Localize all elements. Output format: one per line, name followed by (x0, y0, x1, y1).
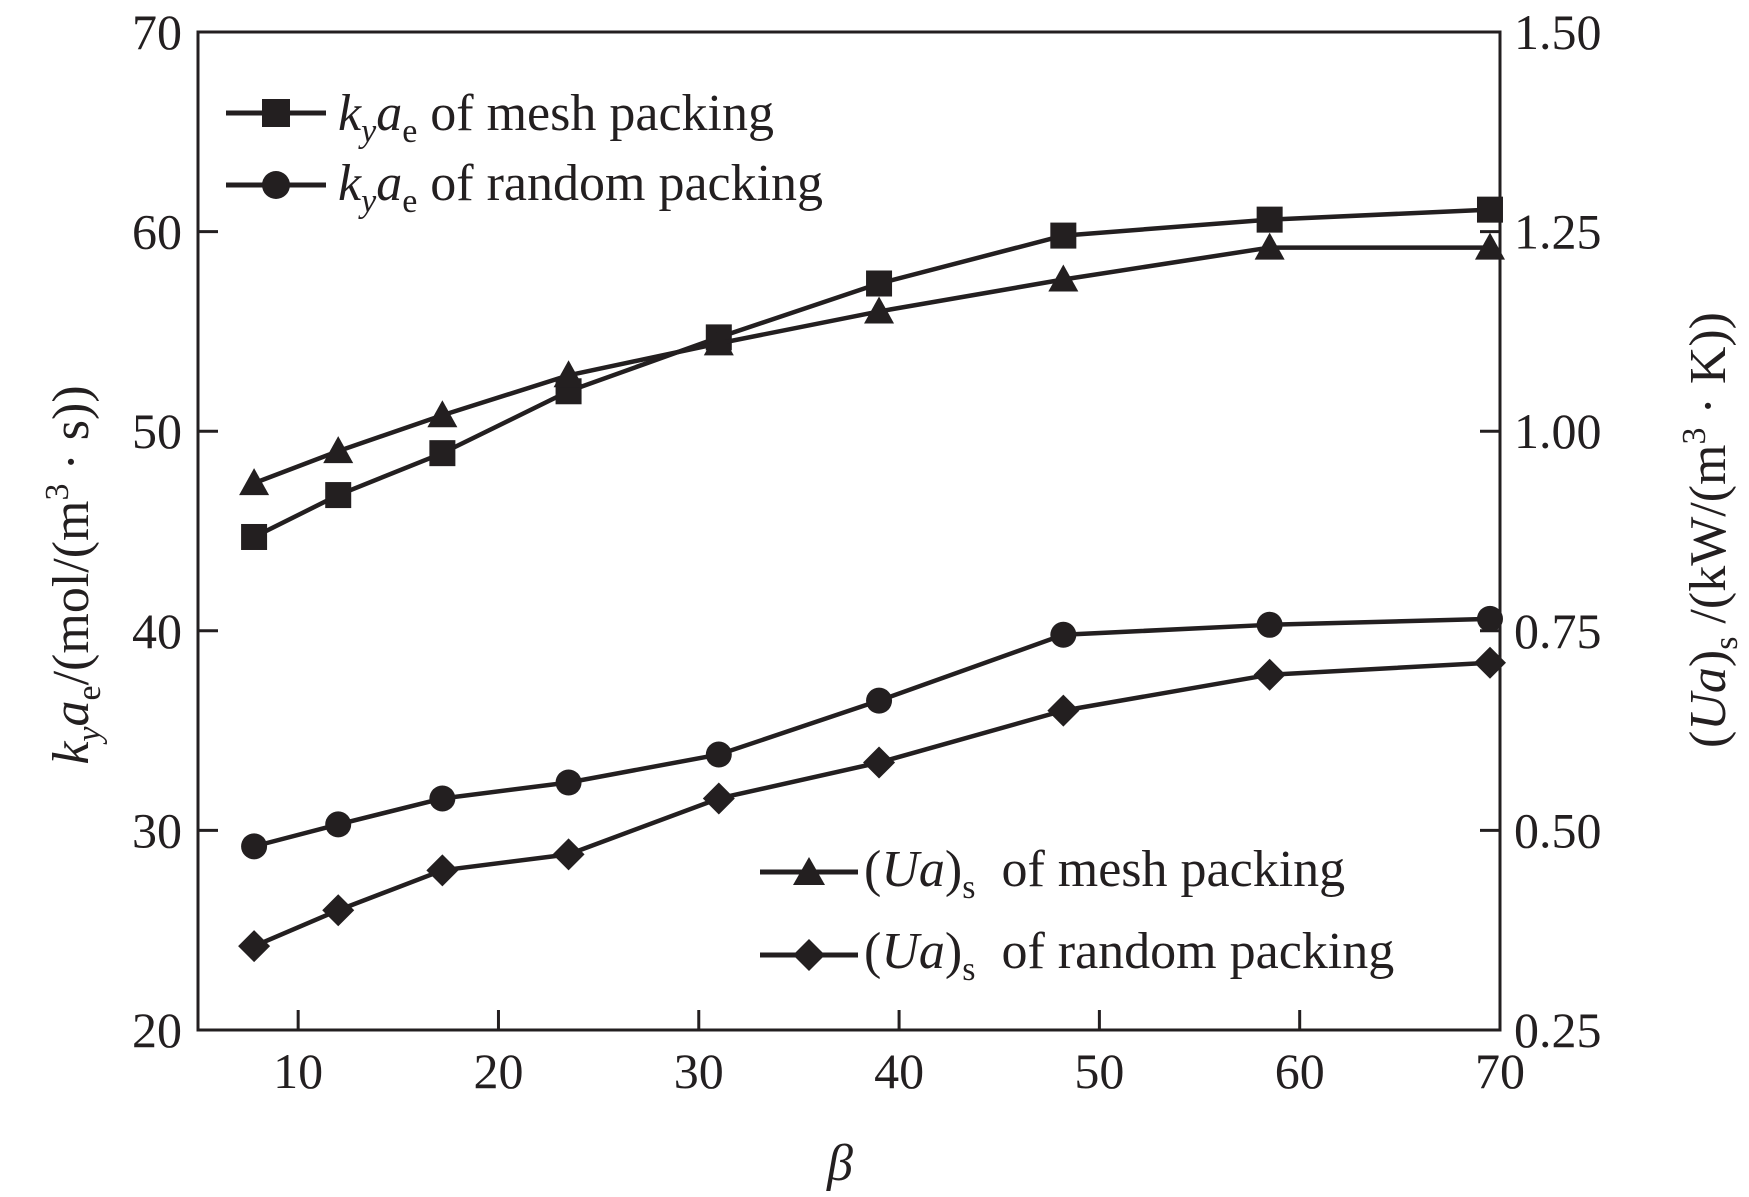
y-left-tick-label: 30 (132, 802, 182, 858)
data-point-diamond (1047, 694, 1080, 727)
legend-square-marker (262, 99, 290, 127)
legend-diamond-marker (793, 939, 825, 971)
y-axis-right-title: (Ua)s /(kW/(m3 · K)) (1676, 312, 1745, 748)
data-point-diamond (322, 894, 355, 927)
x-axis-title: β (826, 1135, 853, 1192)
x-tick-label: 70 (1475, 1043, 1525, 1099)
data-point-triangle (703, 328, 734, 356)
y-right-title-close: ) (1680, 650, 1737, 667)
y-right-tick-label: 0.75 (1514, 603, 1602, 659)
data-point-diamond (702, 782, 735, 815)
x-tick-label: 10 (273, 1043, 323, 1099)
y-right-tick-label: 0.25 (1514, 1002, 1602, 1058)
data-point-diamond (552, 838, 585, 871)
legend-triangle-marker (793, 857, 825, 885)
y-left-tick-label: 40 (132, 603, 182, 659)
y-right-title-ua: Ua (1680, 667, 1737, 731)
y-left-title-sup: 3 (39, 484, 76, 501)
data-point-circle (325, 811, 352, 838)
y-right-tick-label: 0.50 (1514, 802, 1602, 858)
data-point-triangle (427, 400, 458, 428)
series-line-square (253, 207, 1491, 540)
y-left-tick-label: 50 (132, 403, 182, 459)
data-point-square (429, 440, 456, 467)
data-point-diamond (238, 930, 271, 963)
y-right-title-sup: 3 (1676, 428, 1713, 445)
data-point-square (325, 482, 352, 509)
y-right-title-open: ( (1680, 731, 1737, 748)
y-left-tick-label: 60 (132, 204, 182, 260)
y-axis-left-title: kyae/(mol/(m3 · s)) (39, 385, 108, 764)
plot-frame (196, 30, 1502, 1032)
y-left-title-rest: /(mol/(m (43, 501, 100, 686)
data-point-square (1050, 222, 1077, 249)
data-point-circle (429, 785, 456, 812)
data-point-triangle (1254, 232, 1285, 260)
legend-label-random-kya: kyae of random packing (338, 155, 823, 220)
y-axis-left: 20 30 40 50 60 70 (132, 4, 218, 1058)
y-left-title-e: e (71, 685, 108, 700)
data-point-circle (241, 833, 268, 860)
data-point-triangle (1048, 264, 1079, 292)
legend-label-mesh-kya: kyae of mesh packing (338, 85, 774, 150)
svg-text:(Ua)s /(kW/(m3 · K)): (Ua)s /(kW/(m3 · K)) (1676, 312, 1745, 748)
y-left-title-k: k (43, 741, 100, 765)
legend-bottom: (Ua)s of mesh packing (Ua)s of random pa… (760, 841, 1394, 988)
x-tick-label: 40 (874, 1043, 924, 1099)
data-point-circle (1476, 605, 1503, 632)
y-left-tick-label: 20 (132, 1002, 182, 1058)
data-point-circle (1256, 611, 1283, 638)
y-left-title-a: a (43, 700, 100, 726)
series-layer (238, 196, 1506, 963)
series-line-circle (253, 616, 1491, 849)
legend-top: kyae of mesh packing kyae of random pack… (226, 85, 823, 220)
y-right-tick-label: 1.00 (1514, 403, 1602, 459)
y-right-tick-label: 1.25 (1514, 204, 1602, 260)
legend-label-random-ua: (Ua)s of random packing (864, 923, 1394, 988)
x-tick-label: 50 (1074, 1043, 1124, 1099)
x-tick-label: 60 (1275, 1043, 1325, 1099)
svg-text:kyae/(mol/(m3 · s)): kyae/(mol/(m3 · s)) (39, 385, 108, 764)
legend-label-mesh-ua: (Ua)s of mesh packing (864, 841, 1345, 906)
legend-circle-marker (262, 171, 290, 199)
data-point-diamond (426, 854, 459, 887)
data-point-circle (555, 769, 582, 796)
data-point-triangle (239, 468, 270, 496)
data-point-triangle (323, 436, 354, 464)
data-point-triangle (864, 296, 895, 324)
y-left-title-end: · s)) (43, 385, 100, 483)
data-point-triangle (553, 360, 584, 388)
data-point-diamond (1253, 658, 1286, 691)
x-tick-label: 20 (473, 1043, 523, 1099)
data-point-circle (866, 687, 893, 714)
y-right-tick-label: 1.50 (1514, 4, 1602, 60)
y-right-title-s: s (1708, 637, 1745, 650)
y-right-title-end: · K)) (1680, 312, 1737, 428)
data-point-square (866, 270, 893, 297)
x-axis: 10 20 30 40 50 60 70 (273, 1010, 1525, 1099)
data-point-circle (1050, 621, 1077, 648)
data-point-square (1476, 196, 1503, 223)
y-axis-right: 0.25 0.50 0.75 1.00 1.25 1.50 (1480, 4, 1602, 1058)
x-tick-label: 30 (674, 1043, 724, 1099)
y-right-title-rest: /(kW/(m (1680, 445, 1737, 637)
plot-border (196, 30, 1502, 1032)
data-point-square (241, 523, 268, 550)
data-point-triangle (1474, 232, 1505, 260)
data-point-circle (705, 741, 732, 768)
y-left-tick-label: 70 (132, 4, 182, 60)
data-point-diamond (863, 746, 896, 779)
y-left-title-y: y (71, 726, 108, 745)
data-point-diamond (1473, 646, 1506, 679)
data-point-square (1256, 206, 1283, 233)
